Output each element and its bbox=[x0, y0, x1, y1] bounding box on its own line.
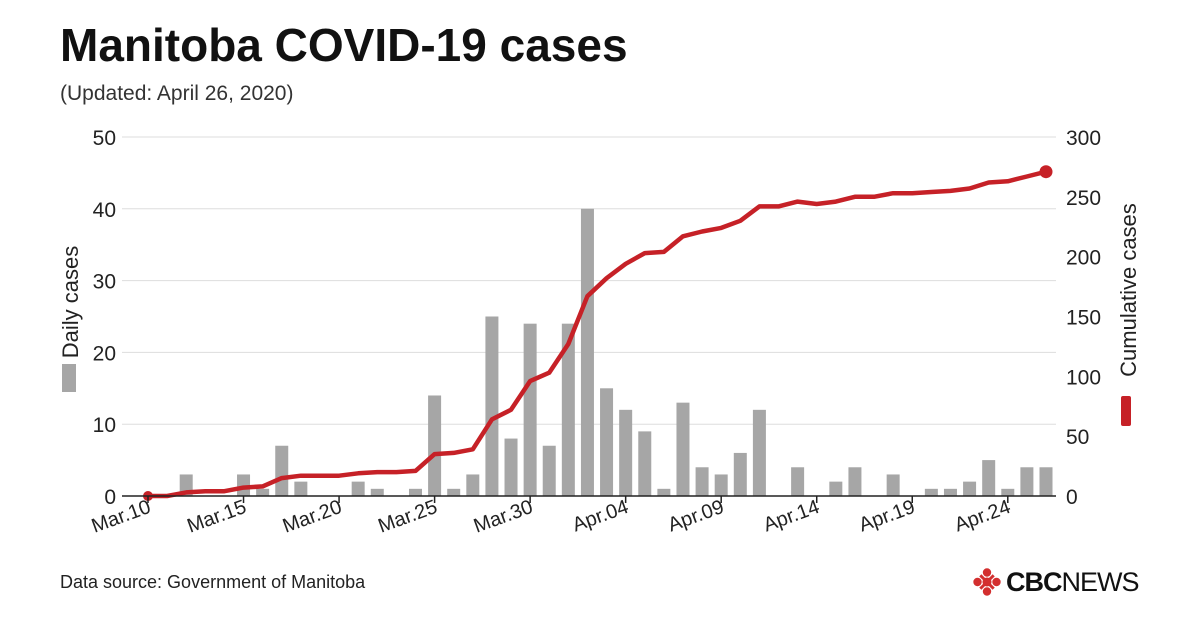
bar-series bbox=[179, 208, 1053, 497]
y-left-tick-label: 0 bbox=[104, 486, 116, 509]
x-tick-label: Mar.25 bbox=[375, 496, 440, 538]
bar bbox=[600, 388, 614, 496]
bar bbox=[523, 323, 537, 496]
bar bbox=[829, 481, 843, 496]
legend-line-swatch bbox=[1121, 396, 1131, 426]
bar bbox=[275, 445, 289, 496]
x-tick-label: Apr.24 bbox=[952, 496, 1014, 536]
bar bbox=[1020, 467, 1034, 496]
bar bbox=[542, 445, 556, 496]
bar bbox=[447, 488, 461, 496]
bar bbox=[370, 488, 384, 496]
axes: 0 10 20 30 40 50 0 50 100 150 200 250 300 Mar.10 Mar.1… bbox=[58, 127, 1141, 538]
bar bbox=[638, 431, 652, 496]
bar bbox=[561, 323, 575, 496]
bar bbox=[943, 488, 957, 496]
y-right-tick-label: 150 bbox=[1066, 307, 1101, 330]
bar bbox=[982, 460, 996, 496]
bar bbox=[619, 409, 633, 496]
y-right-tick-label: 50 bbox=[1066, 426, 1089, 449]
bar bbox=[256, 488, 270, 496]
bar bbox=[733, 452, 747, 496]
bar bbox=[466, 474, 480, 496]
cbc-news-logo: CBCNEWS bbox=[972, 566, 1140, 598]
chart-subtitle: (Updated: April 26, 2020) bbox=[60, 82, 294, 105]
x-tick-label: Mar.20 bbox=[280, 496, 345, 538]
bar bbox=[428, 395, 442, 496]
bar bbox=[294, 481, 308, 496]
x-tick-label: Mar.10 bbox=[89, 496, 154, 538]
bar bbox=[695, 467, 709, 496]
y-right-axis-label: Cumulative cases bbox=[1116, 203, 1141, 377]
bar bbox=[714, 474, 728, 496]
x-tick-label: Apr.04 bbox=[570, 496, 632, 536]
cbc-gem-icon bbox=[973, 568, 1001, 596]
y-left-tick-label: 30 bbox=[93, 271, 116, 294]
bar bbox=[963, 481, 977, 496]
y-right-tick-label: 0 bbox=[1066, 486, 1078, 509]
bar bbox=[580, 208, 594, 497]
bar bbox=[791, 467, 805, 496]
bar bbox=[1001, 488, 1015, 496]
x-tick-label: Mar.15 bbox=[184, 496, 249, 538]
y-right-tick-label: 300 bbox=[1066, 127, 1101, 150]
bar bbox=[408, 488, 422, 496]
y-left-tick-label: 50 bbox=[93, 127, 116, 150]
y-left-tick-label: 40 bbox=[93, 199, 116, 222]
data-source-note: Data source: Government of Manitoba bbox=[60, 572, 366, 592]
bar bbox=[351, 481, 365, 496]
legend-bar-swatch bbox=[62, 364, 76, 392]
x-tick-label: Apr.09 bbox=[665, 496, 727, 536]
cumulative-line bbox=[148, 169, 1047, 499]
bar bbox=[237, 474, 251, 496]
x-tick-label: Apr.14 bbox=[761, 496, 823, 536]
bar bbox=[657, 488, 671, 496]
y-right-tick-label: 100 bbox=[1066, 366, 1101, 389]
x-tick-label: Mar.30 bbox=[471, 496, 536, 538]
y-left-axis-label: Daily cases bbox=[58, 246, 83, 358]
bar bbox=[504, 438, 518, 496]
y-right-tick-label: 200 bbox=[1066, 247, 1101, 270]
bar bbox=[848, 467, 862, 496]
bar bbox=[886, 474, 900, 496]
bar bbox=[1039, 467, 1053, 496]
y-left-tick-label: 10 bbox=[93, 414, 116, 437]
bar bbox=[752, 409, 766, 496]
bar bbox=[676, 402, 690, 496]
x-tick-label: Apr.19 bbox=[856, 496, 918, 536]
y-left-tick-label: 20 bbox=[93, 342, 116, 365]
y-right-tick-label: 250 bbox=[1066, 187, 1101, 210]
chart-title: Manitoba COVID-19 cases bbox=[60, 19, 628, 71]
bar bbox=[924, 488, 938, 496]
brand-wordmark: CBCNEWS bbox=[1006, 566, 1140, 597]
bar bbox=[485, 316, 499, 496]
line-end-marker bbox=[1039, 165, 1053, 179]
